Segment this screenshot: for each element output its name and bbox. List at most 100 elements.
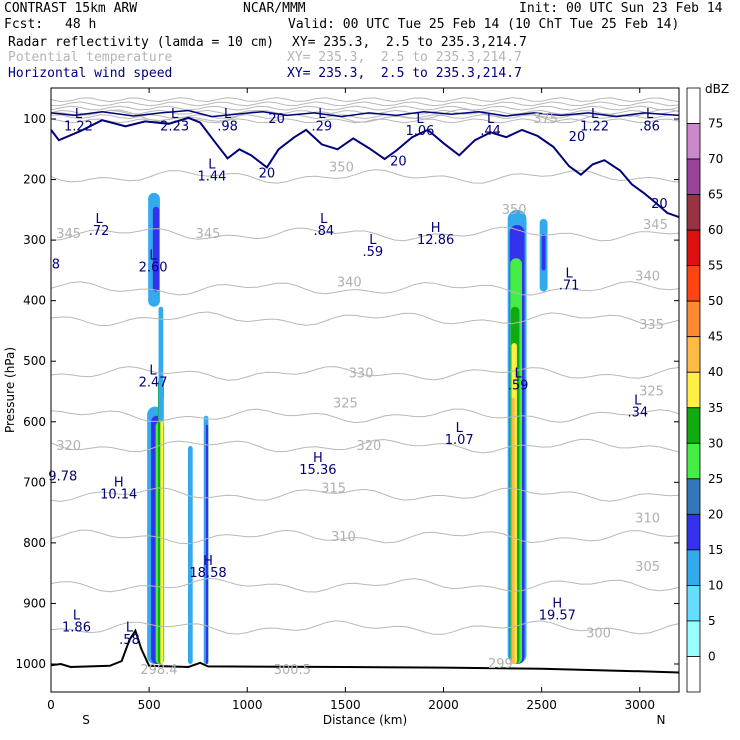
extremum-value-10: .84 (313, 224, 334, 239)
theta-label-13: 315 (321, 481, 346, 496)
extremum-value-19: 15.36 (299, 463, 336, 478)
colorbar-swatch-2 (686, 158, 701, 195)
wind-contour-upper (51, 109, 679, 118)
field-name-reflectivity: Radar reflectivity (lamda = 10 cm) (8, 35, 275, 50)
colorbar-label-15: 15 (708, 543, 723, 557)
y-tick-label-800: 800 (23, 536, 46, 550)
theta-contour-345 (51, 226, 679, 242)
reflectivity-cell-16 (511, 397, 515, 664)
theta-contour-300 (51, 620, 679, 635)
theta-contour-upper-2 (51, 105, 679, 111)
reflectivity-cell-7 (158, 306, 164, 422)
theta-label-7: 335 (639, 318, 664, 333)
extremum-type-11: H (431, 221, 441, 236)
extremum-type-3: L (318, 107, 326, 122)
reflectivity-cell-12 (509, 224, 525, 664)
y-tick-label-200: 200 (23, 173, 46, 187)
extremum-value-16: .59 (508, 378, 529, 393)
colorbar-swatch-4 (686, 229, 701, 267)
reflectivity-cell-10 (205, 424, 209, 664)
theta-contour-layer (51, 97, 679, 635)
theta-label-16: 305 (635, 560, 660, 575)
extremum-value-6: 1.22 (580, 119, 609, 134)
extremum-type-19: H (313, 451, 323, 466)
extremum-value-21: 9.78 (48, 469, 77, 484)
wind-label-4: 20 (651, 197, 668, 212)
theta-label-8: 330 (349, 366, 374, 381)
extremum-type-4: L (416, 112, 424, 127)
extremum-value-0: 1.22 (64, 119, 93, 134)
theta-contour-330 (51, 366, 679, 381)
extremum-type-10: L (320, 212, 328, 227)
reflectivity-cell-13 (510, 258, 522, 664)
reflectivity-cell-5 (157, 379, 164, 664)
terrain-line (51, 628, 679, 674)
reflectivity-cell-1 (152, 206, 160, 292)
x-axis-left-end: S (82, 713, 90, 727)
y-tick-label-700: 700 (23, 475, 46, 489)
colorbar-swatch-12 (686, 513, 701, 551)
extremum-type-5: L (487, 112, 495, 127)
theta-label-18: 375 (533, 112, 558, 127)
wind-label-3: 20 (569, 130, 586, 145)
colorbar-swatch-15 (686, 620, 701, 657)
plot-frame (50, 87, 680, 693)
colorbar-label-20: 20 (708, 507, 723, 521)
theta-contour-310 (51, 529, 679, 545)
extremum-value-12: .59 (363, 245, 384, 260)
reflectivity-layer (147, 192, 548, 665)
theta-label-21: 299 (488, 657, 513, 672)
field-xy-wind: XY= 235.3, 2.5 to 235.3,214.7 (287, 66, 522, 81)
theta-label-9: 325 (333, 397, 358, 412)
reflectivity-cell-9 (203, 415, 209, 664)
colorbar-swatch-5 (686, 265, 701, 302)
reflectivity-cell-0 (148, 192, 160, 307)
x-tick-label-1000: 1000 (232, 698, 263, 712)
y-tick-label-300: 300 (23, 233, 46, 247)
y-axis-title: Pressure (hPa) (3, 347, 17, 433)
x-axis-title: Distance (km) (323, 713, 407, 727)
theta-label-11: 320 (357, 439, 382, 454)
extremum-value-14: .71 (559, 279, 580, 294)
extremum-type-0: L (75, 107, 83, 122)
reflectivity-cell-11 (507, 209, 527, 665)
theta-contour-upper-3 (51, 109, 679, 115)
fcst-value: 48 h (65, 17, 97, 32)
theta-label-2: 345 (196, 227, 221, 242)
colorbar-swatch-3 (686, 194, 701, 231)
extremum-type-7: L (646, 107, 654, 122)
extremum-type-17: L (634, 394, 642, 409)
extremum-type-20: H (114, 475, 124, 490)
colorbar-label-0: 0 (708, 649, 716, 663)
extremum-value-7: .86 (639, 119, 660, 134)
theta-label-12: 320 (56, 439, 81, 454)
theta-contour-upper-0 (51, 97, 679, 103)
extremum-value-23: 19.57 (539, 609, 576, 624)
init-time: Init: 00 UTC Sun 23 Feb 14 (519, 1, 723, 16)
colorbar-label-25: 25 (708, 472, 723, 486)
x-tick-label-2000: 2000 (428, 698, 459, 712)
colorbar-swatch-11 (686, 478, 701, 515)
extremum-value-22: 18.58 (189, 566, 226, 581)
reflectivity-cell-6 (160, 397, 164, 664)
extremum-type-1: L (171, 107, 179, 122)
colorbar-swatch-9 (686, 407, 701, 444)
theta-label-15: 310 (635, 512, 660, 527)
y-tick-label-100: 100 (23, 112, 46, 126)
y-tick-label-900: 900 (23, 596, 46, 610)
reflectivity-cell-3 (151, 415, 163, 664)
wind-label-0: 20 (268, 112, 285, 127)
x-axis-right-end: N (657, 713, 666, 727)
y-tick-label-500: 500 (23, 354, 46, 368)
extremum-type-2: L (224, 107, 232, 122)
extremum-value-24: 1.86 (62, 621, 91, 636)
axes-layer: 0 500 1000 1500 2000 2500 3000 100 200 300 400 500 6… (15, 88, 679, 712)
theta-label-5: 340 (337, 276, 362, 291)
theta-label-1: 345 (56, 227, 81, 242)
theta-label-19: 298.4 (140, 663, 177, 678)
reflectivity-cell-8 (187, 446, 193, 664)
theta-contour-350 (51, 169, 679, 184)
extremum-value-13: 2.60 (139, 260, 168, 275)
x-tick-label-500: 500 (138, 698, 161, 712)
